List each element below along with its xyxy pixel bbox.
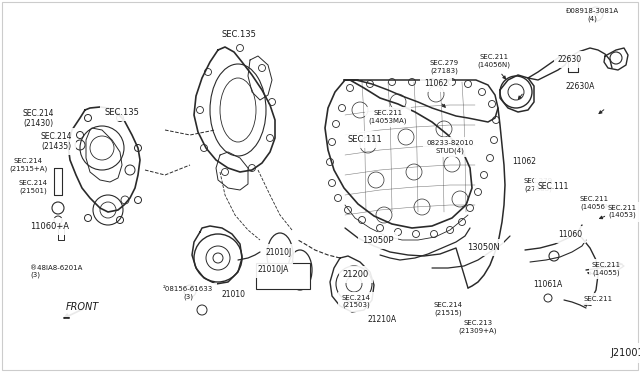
Text: SEC.211: SEC.211	[584, 296, 613, 302]
Text: SEC.214
(21501): SEC.214 (21501)	[19, 180, 47, 193]
Text: SEC.135: SEC.135	[104, 108, 140, 117]
Text: SEC.111: SEC.111	[538, 182, 570, 191]
Text: 21200: 21200	[343, 270, 369, 279]
Text: Ð08918-3081A
(4): Ð08918-3081A (4)	[565, 8, 619, 22]
Text: SEC.211
(14053MA): SEC.211 (14053MA)	[369, 110, 407, 124]
Text: B: B	[188, 289, 192, 294]
Text: 21210A: 21210A	[367, 315, 397, 324]
Text: SEC.279
(27183): SEC.279 (27183)	[429, 60, 459, 74]
Text: 13050P: 13050P	[362, 236, 394, 245]
Text: 11061A: 11061A	[533, 280, 563, 289]
Text: SEC.211
(14055): SEC.211 (14055)	[592, 262, 621, 276]
Text: SEC.214
(21515+A): SEC.214 (21515+A)	[9, 158, 47, 171]
Text: 22630A: 22630A	[565, 82, 595, 91]
Text: 11060+A: 11060+A	[31, 222, 70, 231]
Text: SEC.214
(21503): SEC.214 (21503)	[342, 295, 371, 308]
Text: SEC.211
(14056ND): SEC.211 (14056ND)	[580, 196, 618, 209]
Text: 08233-82010
STUD(4): 08233-82010 STUD(4)	[426, 140, 474, 154]
Text: SEC.111: SEC.111	[348, 135, 383, 144]
Text: ®48IA8-6201A
(3): ®48IA8-6201A (3)	[30, 265, 83, 279]
Text: 13050N: 13050N	[467, 243, 499, 252]
Text: 21010: 21010	[222, 290, 246, 299]
Text: FRONT: FRONT	[65, 302, 99, 312]
Text: SEC.214
(21515): SEC.214 (21515)	[433, 302, 463, 315]
Text: SEC.211
(14053): SEC.211 (14053)	[608, 205, 637, 218]
Text: SEC.214
(21430): SEC.214 (21430)	[22, 109, 54, 128]
Text: 21010J: 21010J	[265, 248, 291, 257]
Text: SEC.213
(21309+A): SEC.213 (21309+A)	[459, 320, 497, 334]
Text: SEC.135: SEC.135	[221, 30, 257, 39]
Text: SEC.211
(14056N): SEC.211 (14056N)	[477, 54, 511, 67]
Text: 22630: 22630	[558, 55, 582, 64]
Text: 21010JA: 21010JA	[258, 265, 289, 274]
Text: 11060: 11060	[558, 230, 582, 239]
Text: ²08156-61633
(3): ²08156-61633 (3)	[163, 286, 213, 299]
Text: N: N	[594, 12, 598, 16]
Text: SEC.214
(21435): SEC.214 (21435)	[40, 132, 72, 151]
Text: J21001A8: J21001A8	[610, 348, 640, 358]
Text: 11062: 11062	[512, 157, 536, 166]
Text: 11062: 11062	[424, 79, 448, 88]
FancyBboxPatch shape	[256, 263, 310, 289]
Text: SEC.279
(27183): SEC.279 (27183)	[524, 178, 553, 192]
